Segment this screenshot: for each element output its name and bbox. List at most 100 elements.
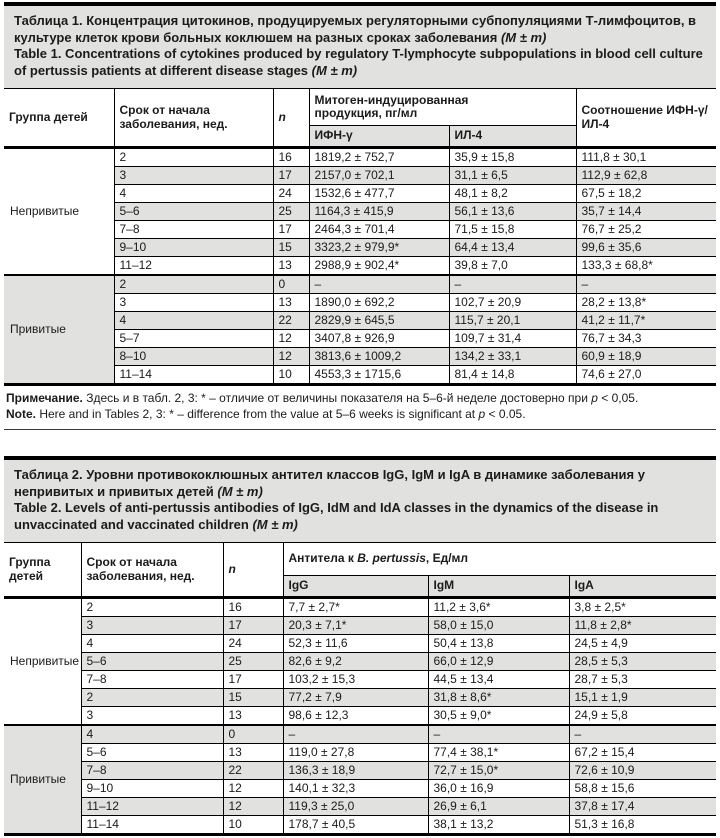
cell: 25 — [272, 202, 310, 221]
table2: Группа детей Срок от начала заболевания,… — [4, 542, 716, 836]
table-row: 3 17 20,3 ± 7,1* 58,0 ± 15,0 11,8 ± 2,8* — [4, 616, 716, 635]
table2-subheader-row: IgG IgM IgA — [4, 575, 716, 598]
cell: 81,4 ± 14,8 — [448, 365, 577, 385]
table2-title-ru: Таблица 2. Уровни противококлюшных антит… — [14, 467, 645, 499]
cell: 10 — [222, 815, 284, 835]
cell: 74,6 ± 27,0 — [575, 365, 716, 385]
cell: 1890,0 ± 692,2 — [308, 293, 450, 312]
cell: 24,9 ± 5,8 — [568, 706, 716, 726]
cell: 12 — [222, 797, 284, 816]
cell: 58,8 ± 15,6 — [568, 779, 716, 798]
cell: 15 — [272, 238, 310, 257]
cell: 20,3 ± 7,1* — [282, 616, 429, 635]
cell: 37,8 ± 17,4 — [568, 797, 716, 816]
col-header-group: Группа детей — [4, 542, 82, 598]
cell: 72,7 ± 15,0* — [427, 761, 570, 780]
cell: 51,3 ± 16,8 — [568, 815, 716, 835]
table-row: Привитые 4 0– – – — [4, 724, 716, 835]
cell: 64,4 ± 13,4 — [448, 238, 577, 257]
cell: 24 — [272, 184, 310, 203]
table1-subheader-row: ИФН-γ ИЛ-4 — [4, 125, 716, 148]
table-row: 4 24 1532,6 ± 477,7 48,1 ± 8,2 67,5 ± 18,2 — [4, 184, 716, 203]
table1-header-row: Группа детей Срок от начала заболевания,… — [4, 88, 716, 148]
table-row: 5–7 12 3407,8 ± 926,9 109,7 ± 31,4 76,7 ± 34… — [4, 329, 716, 348]
cell: 111,8 ± 30,1 — [575, 147, 716, 167]
cell: 5–6 — [80, 652, 224, 671]
cell: 1819,2 ± 752,7 — [308, 147, 450, 167]
cell: 25 — [222, 652, 284, 671]
cell: 133,3 ± 68,8* — [575, 256, 716, 276]
cell: 178,7 ± 40,5 — [282, 815, 429, 835]
cell: 17 — [272, 220, 310, 239]
col-header-ifn: ИФН-γ — [309, 125, 450, 148]
cell: 4 — [80, 634, 224, 653]
cell: 7–8 — [80, 761, 224, 780]
cell: 5–7 — [113, 329, 274, 348]
cell: 11–12 — [80, 797, 224, 816]
col-header-group: Группа детей — [4, 88, 115, 148]
table-row: 5–6 25 82,6 ± 9,2 66,0 ± 12,9 28,5 ± 5,3 — [4, 652, 716, 671]
cell: – — [568, 724, 716, 744]
col-header-antibodies: Антитела к B. pertussis, Ед/мл — [282, 542, 716, 576]
cell: – — [308, 274, 450, 294]
table2-title-en: Table 2. Levels of anti-pertussis antibo… — [14, 500, 659, 532]
table1-title: Таблица 1. Концентрация цитокинов, проду… — [4, 2, 716, 88]
cell: 4 — [80, 724, 224, 744]
group-label: Привитые — [4, 724, 82, 835]
cell: 7–8 — [80, 670, 224, 689]
cell: 66,0 ± 12,9 — [427, 652, 570, 671]
cell: 77,4 ± 38,1* — [427, 743, 570, 762]
cell: 4553,3 ± 1715,6 — [308, 365, 450, 385]
cell: 60,9 ± 18,9 — [575, 347, 716, 366]
cell: 76,7 ± 25,2 — [575, 220, 716, 239]
table1-title-ru: Таблица 1. Концентрация цитокинов, проду… — [14, 13, 697, 45]
cell: 2 — [113, 147, 274, 167]
cell: 15,1 ± 1,9 — [568, 688, 716, 707]
cell: 12 — [222, 779, 284, 798]
table-row: 7–8 22 136,3 ± 18,9 72,7 ± 15,0* 72,6 ± 10,9 — [4, 761, 716, 780]
cell: 52,3 ± 11,6 — [282, 634, 429, 653]
cell: 0 — [272, 274, 310, 294]
cell: 17 — [272, 166, 310, 185]
cell: 3813,6 ± 1009,2 — [308, 347, 450, 366]
cell: 67,5 ± 18,2 — [575, 184, 716, 203]
cell: 134,2 ± 33,1 — [448, 347, 577, 366]
cell: 17 — [222, 670, 284, 689]
table-row: 9–10 12 140,1 ± 32,3 36,0 ± 16,9 58,8 ± 15,6 — [4, 779, 716, 798]
col-header-il4: ИЛ-4 — [448, 125, 576, 148]
cell: 13 — [272, 256, 310, 276]
cell: 4 — [113, 311, 274, 330]
table2-title: Таблица 2. Уровни противококлюшных антит… — [4, 456, 716, 542]
table-row: 7–8 17 2464,3 ± 701,4 71,5 ± 15,8 76,7 ± 25,… — [4, 220, 716, 239]
cell: 9–10 — [80, 779, 224, 798]
table-row: Привитые 2 0– – – — [4, 274, 716, 385]
table1-title-en: Table 1. Concentrations of cytokines pro… — [14, 46, 703, 78]
cell: 13 — [222, 743, 284, 762]
cell: 98,6 ± 12,3 — [282, 706, 429, 726]
cell: 2829,9 ± 645,5 — [308, 311, 450, 330]
cell: 13 — [222, 706, 284, 726]
cell: 38,1 ± 13,2 — [427, 815, 570, 835]
table-row: 5–6 13 119,0 ± 27,8 77,4 ± 38,1* 67,2 ± 15,4 — [4, 743, 716, 762]
cell: 7–8 — [113, 220, 274, 239]
cell: – — [427, 724, 570, 744]
cell: 2 — [113, 274, 274, 294]
cell: 99,6 ± 35,6 — [575, 238, 716, 257]
table1-body: Непривитые 2 16 1819,2 ± 752,7 35,9 ± 15,8 11… — [4, 147, 716, 385]
cell: 3 — [113, 166, 274, 185]
cell: 72,6 ± 10,9 — [568, 761, 716, 780]
cell: 103,2 ± 15,3 — [282, 670, 429, 689]
cell: 115,7 ± 20,1 — [448, 311, 577, 330]
cell: 44,5 ± 13,4 — [427, 670, 570, 689]
col-header-term: Срок от начала заболевания, нед. — [113, 88, 274, 148]
cell: 0 — [222, 724, 284, 744]
table-row: Непривитые 2 16 1819,2 ± 752,7 35,9 ± 15,8 11… — [4, 147, 716, 276]
table-row: 8–10 12 3813,6 ± 1009,2 134,2 ± 33,1 60,9 ± … — [4, 347, 716, 366]
table-row: 9–10 15 3323,2 ± 979,9* 64,4 ± 13,4 99,6 ± 3… — [4, 238, 716, 257]
cell: 12 — [272, 347, 310, 366]
group-label: Непривитые — [4, 597, 82, 726]
col-header-igg: IgG — [283, 575, 429, 598]
note-en: Note. Here and in Tables 2, 3: * – diffe… — [6, 407, 526, 421]
cell: 24,5 ± 4,9 — [568, 634, 716, 653]
